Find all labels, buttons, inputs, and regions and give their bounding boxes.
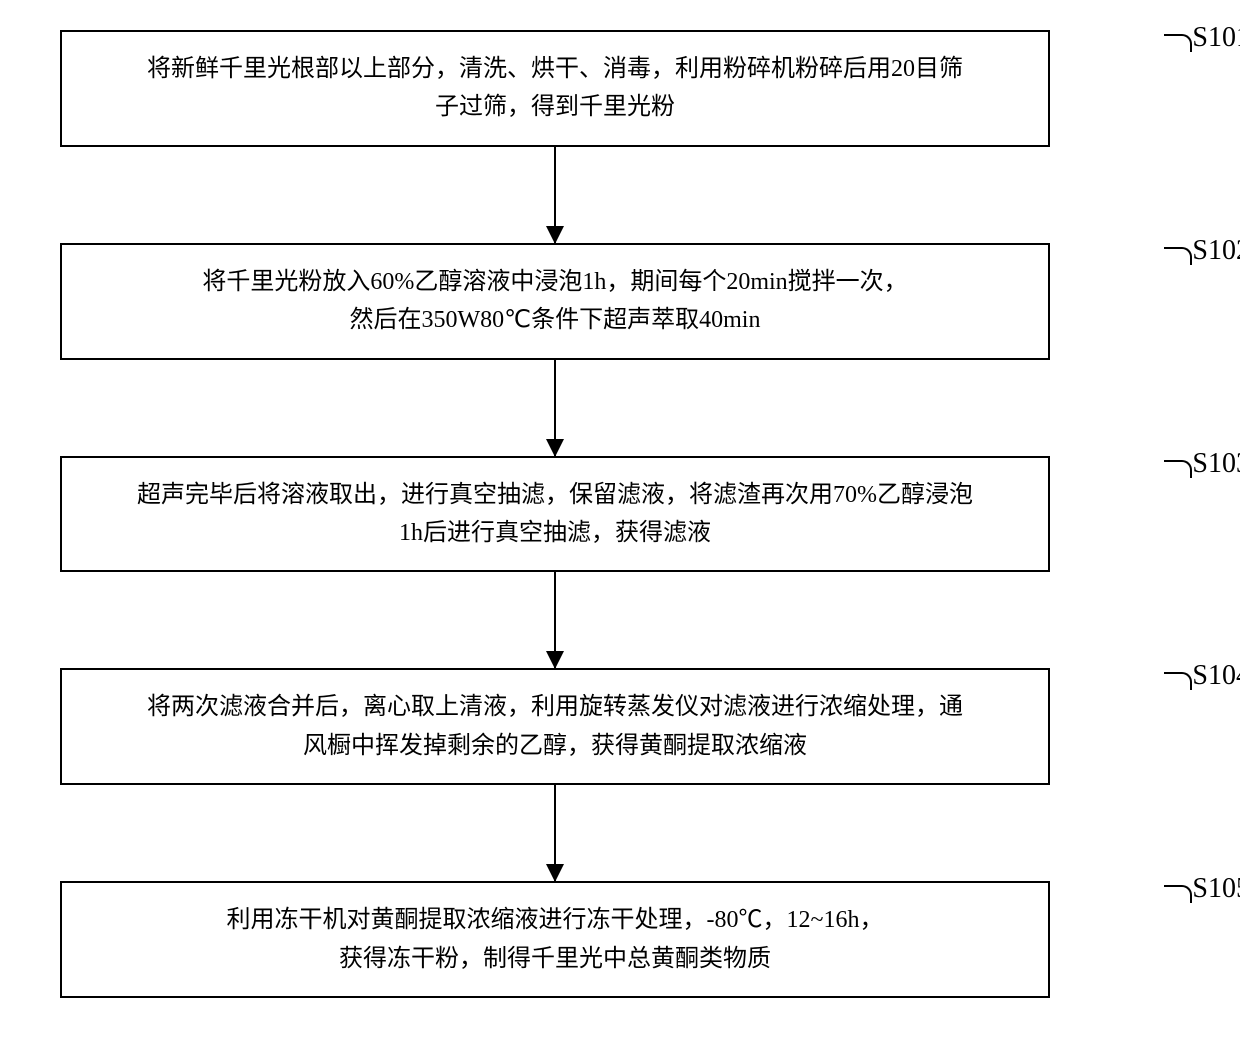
step-box-s105: 利用冻干机对黄酮提取浓缩液进行冻干处理，-80℃，12~16h， 获得冻干粉，制… (60, 881, 1050, 998)
step-label-wrap-s101: S101 (1192, 22, 1240, 54)
arrow-4 (554, 785, 556, 881)
step-label-s104: S104 (1192, 660, 1240, 692)
label-connector-s101 (1164, 34, 1192, 52)
step-label-wrap-s104: S104 (1192, 660, 1240, 692)
flowchart-container: 将新鲜千里光根部以上部分，清洗、烘干、消毒，利用粉碎机粉碎后用20目筛 子过筛，… (60, 30, 1180, 998)
arrowhead-4 (546, 864, 564, 882)
step-row-s104: 将两次滤液合并后，离心取上清液，利用旋转蒸发仪对滤液进行浓缩处理，通 风橱中挥发… (60, 668, 1180, 785)
step-label-wrap-s105: S105 (1192, 873, 1240, 905)
step-label-s101: S101 (1192, 22, 1240, 54)
label-connector-s103 (1164, 460, 1192, 478)
arrow-container-3 (60, 572, 1050, 668)
step-row-s101: 将新鲜千里光根部以上部分，清洗、烘干、消毒，利用粉碎机粉碎后用20目筛 子过筛，… (60, 30, 1180, 147)
arrowhead-1 (546, 226, 564, 244)
arrow-container-2 (60, 360, 1050, 456)
step-label-wrap-s102: S102 (1192, 235, 1240, 267)
step-label-wrap-s103: S103 (1192, 448, 1240, 480)
step-row-s102: 将千里光粉放入60%乙醇溶液中浸泡1h，期间每个20min搅拌一次， 然后在35… (60, 243, 1180, 360)
arrow-2 (554, 360, 556, 456)
arrow-container-1 (60, 147, 1050, 243)
label-connector-s105 (1164, 885, 1192, 903)
step-text-s102: 将千里光粉放入60%乙醇溶液中浸泡1h，期间每个20min搅拌一次， 然后在35… (202, 263, 907, 340)
step-label-s105: S105 (1192, 873, 1240, 905)
step-text-s103: 超声完毕后将溶液取出，进行真空抽滤，保留滤液，将滤渣再次用70%乙醇浸泡 1h后… (137, 476, 973, 553)
step-box-s103: 超声完毕后将溶液取出，进行真空抽滤，保留滤液，将滤渣再次用70%乙醇浸泡 1h后… (60, 456, 1050, 573)
step-box-s104: 将两次滤液合并后，离心取上清液，利用旋转蒸发仪对滤液进行浓缩处理，通 风橱中挥发… (60, 668, 1050, 785)
label-connector-s102 (1164, 247, 1192, 265)
step-row-s103: 超声完毕后将溶液取出，进行真空抽滤，保留滤液，将滤渣再次用70%乙醇浸泡 1h后… (60, 456, 1180, 573)
arrow-3 (554, 572, 556, 668)
step-label-s103: S103 (1192, 448, 1240, 480)
arrowhead-3 (546, 651, 564, 669)
arrow-1 (554, 147, 556, 243)
label-connector-s104 (1164, 672, 1192, 690)
step-text-s105: 利用冻干机对黄酮提取浓缩液进行冻干处理，-80℃，12~16h， 获得冻干粉，制… (227, 901, 884, 978)
step-label-s102: S102 (1192, 235, 1240, 267)
step-box-s101: 将新鲜千里光根部以上部分，清洗、烘干、消毒，利用粉碎机粉碎后用20目筛 子过筛，… (60, 30, 1050, 147)
step-row-s105: 利用冻干机对黄酮提取浓缩液进行冻干处理，-80℃，12~16h， 获得冻干粉，制… (60, 881, 1180, 998)
arrowhead-2 (546, 439, 564, 457)
step-box-s102: 将千里光粉放入60%乙醇溶液中浸泡1h，期间每个20min搅拌一次， 然后在35… (60, 243, 1050, 360)
step-text-s101: 将新鲜千里光根部以上部分，清洗、烘干、消毒，利用粉碎机粉碎后用20目筛 子过筛，… (147, 50, 963, 127)
arrow-container-4 (60, 785, 1050, 881)
step-text-s104: 将两次滤液合并后，离心取上清液，利用旋转蒸发仪对滤液进行浓缩处理，通 风橱中挥发… (147, 688, 963, 765)
